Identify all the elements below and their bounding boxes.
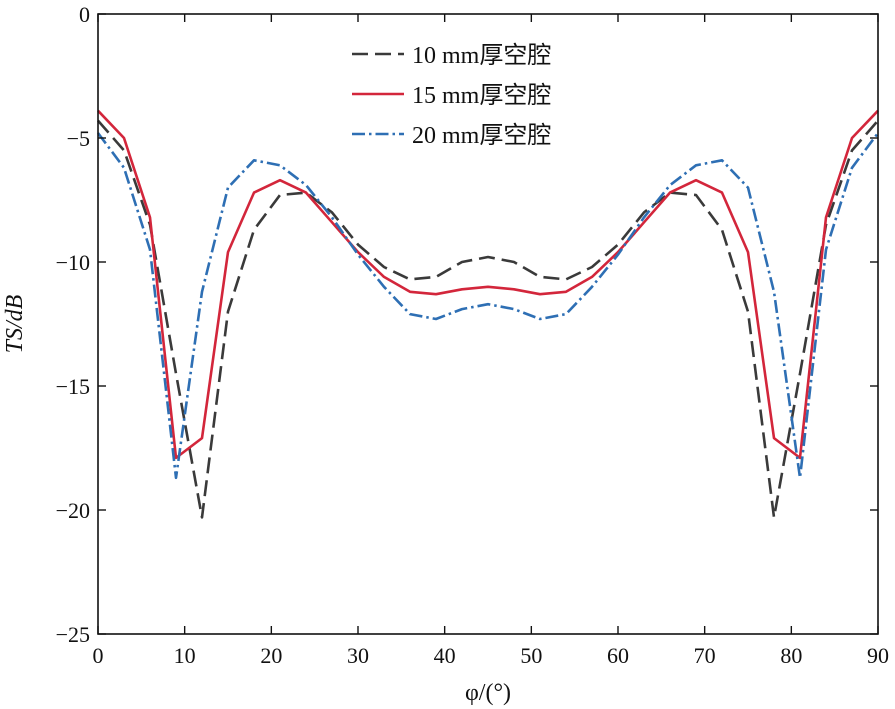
legend-label-10mm: 10 mm厚空腔 (412, 42, 551, 69)
tick-layer: 0 10 20 30 40 50 60 70 80 90 0 −5 −10 −15 −20 −25 (56, 2, 889, 668)
legend-label-15mm: 15 mm厚空腔 (412, 82, 551, 109)
x-tick-label: 20 (260, 643, 282, 668)
x-tick-label: 40 (434, 643, 456, 668)
legend: 10 mm厚空腔 15 mm厚空腔 20 mm厚空腔 (352, 42, 551, 149)
x-tick-label: 50 (520, 643, 542, 668)
x-tick-label: 90 (867, 643, 889, 668)
x-tick-label: 10 (174, 643, 196, 668)
x-tick-label: 30 (347, 643, 369, 668)
series-layer (96, 109, 880, 519)
series-line-2 (97, 109, 879, 460)
x-tick-label: 70 (694, 643, 716, 668)
y-tick-label: −20 (56, 498, 90, 523)
y-axis-title: TS/dB (2, 294, 28, 353)
y-tick-label: −25 (56, 622, 90, 647)
x-axis-title: φ/(°) (465, 680, 511, 706)
x-tick-label: 80 (780, 643, 802, 668)
x-tick-label: 0 (93, 643, 104, 668)
series-line-3 (96, 132, 880, 480)
series-line-1 (97, 119, 879, 519)
y-tick-label: −5 (67, 126, 90, 151)
plot-frame (97, 13, 879, 635)
y-tick-label: −15 (56, 374, 90, 399)
x-tick-label: 60 (607, 643, 629, 668)
y-tick-label: −10 (56, 250, 90, 275)
y-tick-label: 0 (79, 2, 90, 27)
legend-label-20mm: 20 mm厚空腔 (412, 122, 551, 149)
